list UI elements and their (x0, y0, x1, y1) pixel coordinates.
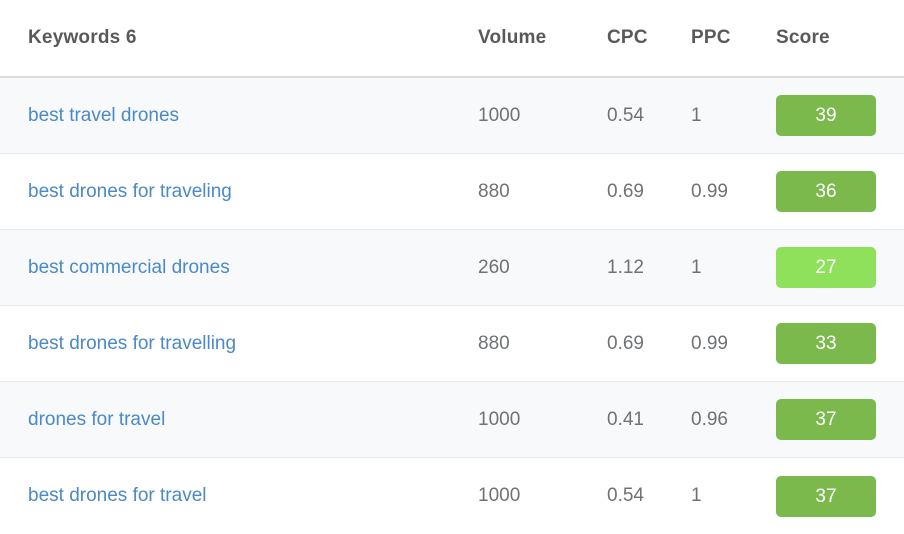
table-header-row: Keywords 6 Volume CPC PPC Score (0, 0, 904, 78)
score-cell: 27 (776, 247, 876, 288)
score-badge[interactable]: 37 (776, 475, 876, 517)
score-cell: 39 (776, 95, 876, 136)
keyword-link[interactable]: best commercial drones (28, 256, 230, 278)
keyword-cell: best drones for traveling (28, 181, 478, 203)
keyword-cell: best drones for travel (28, 485, 478, 507)
keyword-cell: best commercial drones (28, 257, 478, 279)
ppc-cell: 1 (691, 485, 702, 506)
column-header-ppc: PPC (691, 27, 731, 48)
cpc-cell: 0.69 (607, 332, 644, 354)
score-cell: 37 (776, 475, 876, 517)
table-row: best commercial drones 260 1.12 1 27 (0, 230, 904, 306)
score-badge[interactable]: 37 (776, 399, 876, 440)
ppc-cell: 1 (691, 256, 702, 278)
keyword-cell: drones for travel (28, 409, 478, 431)
ppc-cell: 1 (691, 104, 702, 126)
volume-cell: 260 (478, 256, 510, 278)
column-header-cpc: CPC (607, 27, 648, 48)
table-row: best drones for traveling 880 0.69 0.99 … (0, 154, 904, 230)
score-badge[interactable]: 39 (776, 95, 876, 136)
table-row: best drones for travel 1000 0.54 1 37 (0, 458, 904, 534)
keyword-link[interactable]: drones for travel (28, 408, 166, 430)
column-header-score: Score (776, 27, 830, 48)
cpc-cell: 0.54 (607, 104, 644, 126)
keyword-cell: best drones for travelling (28, 333, 478, 355)
score-cell: 36 (776, 171, 876, 212)
ppc-cell: 0.96 (691, 408, 728, 430)
volume-cell: 1000 (478, 408, 521, 430)
keyword-link[interactable]: best drones for traveling (28, 180, 232, 202)
cpc-cell: 1.12 (607, 256, 644, 278)
keyword-link[interactable]: best drones for travelling (28, 332, 237, 354)
score-cell: 33 (776, 323, 876, 364)
table-row: best drones for travelling 880 0.69 0.99… (0, 306, 904, 382)
table-row: drones for travel 1000 0.41 0.96 37 (0, 382, 904, 458)
ppc-cell: 0.99 (691, 332, 728, 354)
keyword-link[interactable]: best drones for travel (28, 485, 207, 506)
volume-cell: 880 (478, 180, 510, 202)
score-badge[interactable]: 36 (776, 171, 876, 212)
column-header-volume: Volume (478, 27, 547, 48)
volume-cell: 880 (478, 332, 510, 354)
volume-cell: 1000 (478, 485, 521, 506)
score-badge[interactable]: 33 (776, 323, 876, 364)
cpc-cell: 0.69 (607, 180, 644, 202)
table-row: best travel drones 1000 0.54 1 39 (0, 78, 904, 154)
score-badge[interactable]: 27 (776, 247, 876, 288)
keyword-link[interactable]: best travel drones (28, 104, 180, 126)
volume-cell: 1000 (478, 104, 521, 126)
cpc-cell: 0.54 (607, 485, 644, 506)
score-cell: 37 (776, 399, 876, 440)
column-header-keywords: Keywords 6 (28, 27, 137, 48)
keyword-cell: best travel drones (28, 105, 478, 127)
ppc-cell: 0.99 (691, 180, 728, 202)
cpc-cell: 0.41 (607, 408, 644, 430)
